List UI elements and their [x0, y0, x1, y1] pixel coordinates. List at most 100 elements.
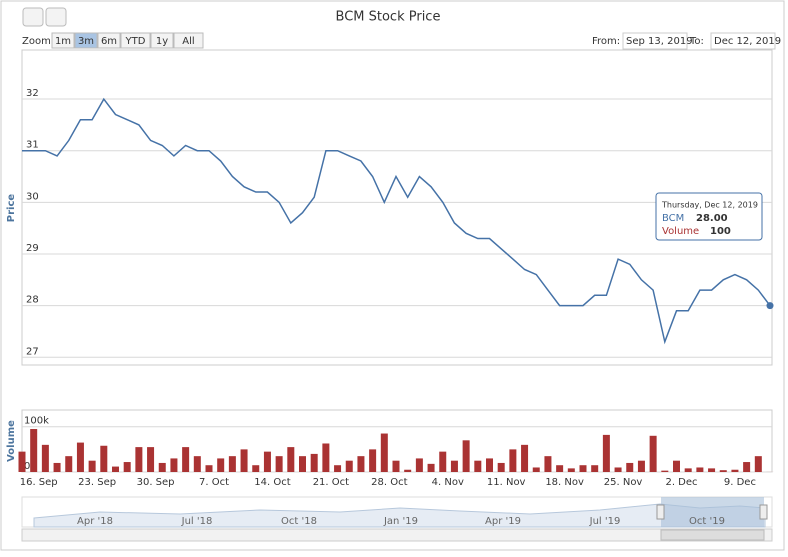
volume-bar	[264, 452, 271, 472]
volume-bar	[474, 461, 481, 472]
y-tick-label: 30	[26, 191, 39, 202]
navigator-label: Oct '18	[281, 516, 317, 527]
volume-bar	[568, 468, 575, 472]
volume-bar	[393, 461, 400, 472]
volume-bar	[544, 456, 551, 472]
navigator-label: Apr '18	[77, 516, 113, 527]
volume-bar	[638, 461, 645, 472]
volume-bar	[100, 446, 107, 472]
y-tick-label: 31	[26, 140, 39, 151]
volume-bar	[743, 462, 750, 472]
scrollbar[interactable]	[22, 529, 772, 541]
download-button[interactable]	[23, 8, 43, 26]
volume-bar	[591, 465, 598, 472]
volume-bar	[404, 470, 411, 472]
print-button[interactable]	[46, 8, 66, 26]
x-tick-label: 2. Dec	[665, 477, 697, 488]
volume-bar	[206, 465, 213, 472]
volume-bar	[42, 445, 49, 472]
volume-bar	[194, 456, 201, 472]
y-axis-title: Price	[6, 194, 17, 223]
tooltip-volume-name: Volume	[662, 226, 699, 237]
from-label: From:	[592, 36, 620, 47]
x-tick-label: 11. Nov	[487, 477, 526, 488]
volume-bar	[89, 461, 96, 472]
x-tick-label: 18. Nov	[545, 477, 584, 488]
volume-bar	[334, 465, 341, 472]
volume-bar	[708, 468, 715, 472]
chart-title: BCM Stock Price	[336, 10, 441, 25]
navigator-handle[interactable]	[657, 505, 664, 519]
volume-bar	[299, 456, 306, 472]
navigator-label: Jan '19	[383, 516, 418, 527]
volume-bar	[135, 447, 142, 472]
volume-bar	[54, 463, 61, 472]
volume-bar	[673, 461, 680, 472]
volume-bar	[755, 456, 762, 472]
volume-bar	[509, 449, 516, 472]
volume-bar	[533, 467, 540, 472]
zoom-label: Zoom	[22, 36, 51, 47]
volume-bar	[241, 449, 248, 472]
zoom-button-label: YTD	[125, 36, 146, 47]
x-tick-label: 25. Nov	[604, 477, 643, 488]
volume-bar	[77, 443, 84, 472]
volume-bar	[182, 447, 189, 472]
navigator-label: Oct '19	[689, 516, 725, 527]
volume-bar	[381, 434, 388, 472]
volume-bar	[463, 440, 470, 472]
x-tick-label: 16. Sep	[20, 477, 58, 488]
volume-bar	[147, 447, 154, 472]
volume-bar	[650, 436, 657, 472]
y-tick-label: 32	[26, 88, 39, 99]
volume-bar	[626, 463, 633, 472]
volume-bar	[357, 456, 364, 472]
x-tick-label: 28. Oct	[371, 477, 407, 488]
volume-bar	[112, 467, 119, 472]
from-value: Sep 13, 2019	[626, 36, 693, 47]
x-tick-label: 4. Nov	[432, 477, 464, 488]
x-tick-label: 7. Oct	[199, 477, 229, 488]
volume-bar	[311, 454, 318, 472]
zoom-button-label: 1y	[156, 36, 168, 47]
volume-bar	[159, 463, 166, 472]
zoom-button-label: 1m	[55, 36, 71, 47]
volume-bar	[498, 463, 505, 472]
navigator-label: Apr '19	[485, 516, 521, 527]
volume-bar	[428, 464, 435, 472]
zoom-button-label: 3m	[78, 36, 94, 47]
hover-point	[767, 302, 774, 309]
y-tick-label: 29	[26, 243, 39, 254]
volume-bar	[731, 470, 738, 472]
volume-bar	[580, 465, 587, 472]
volume-bar	[346, 461, 353, 472]
volume-bar	[30, 429, 37, 472]
volume-bar	[685, 468, 692, 472]
volume-bar	[486, 458, 493, 472]
to-label: To:	[689, 36, 704, 47]
volume-bar	[521, 445, 528, 472]
volume-bar	[556, 465, 563, 472]
volume-bar	[276, 456, 283, 472]
volume-bar	[287, 447, 294, 472]
volume-bar	[170, 458, 177, 472]
tooltip-date: Thursday, Dec 12, 2019	[661, 201, 758, 210]
navigator-label: Jul '18	[181, 516, 213, 527]
volume-bar	[124, 462, 131, 472]
volume-bar	[451, 461, 458, 472]
navigator-handle[interactable]	[760, 505, 767, 519]
y-tick-label: 27	[26, 346, 39, 357]
volume-bar	[603, 435, 610, 472]
x-tick-label: 21. Oct	[313, 477, 349, 488]
volume-bar	[696, 467, 703, 472]
zoom-button-label: All	[182, 36, 194, 47]
volume-bar	[369, 449, 376, 472]
x-tick-label: 30. Sep	[137, 477, 175, 488]
volume-bar	[322, 443, 329, 472]
to-value: Dec 12, 2019	[714, 36, 781, 47]
y-tick-label: 28	[26, 295, 39, 306]
scrollbar-thumb[interactable]	[661, 530, 764, 540]
volume-bar	[252, 465, 259, 472]
